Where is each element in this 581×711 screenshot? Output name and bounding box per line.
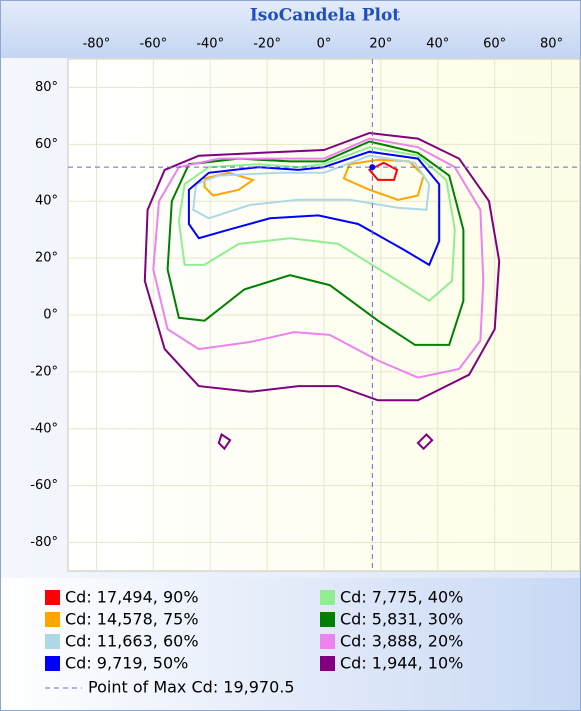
x-tick-label: -60° [139, 37, 167, 52]
header [0, 0, 581, 58]
x-tick-label: 60° [483, 37, 506, 52]
legend-label: Cd: 9,719, 50% [65, 654, 188, 673]
legend-label: Cd: 17,494, 90% [65, 588, 199, 607]
legend-label: Cd: 11,663, 60% [65, 632, 199, 651]
contour-line [203, 158, 425, 201]
x-tick-label: -40° [196, 37, 224, 52]
legend-max-label: Point of Max Cd: 19,970.5 [88, 678, 295, 697]
legend-swatch [320, 590, 335, 605]
y-tick-label: 80° [35, 80, 58, 95]
legend-label: Cd: 1,944, 10% [340, 654, 463, 673]
contour-line [177, 146, 456, 303]
legend-swatch [45, 634, 60, 649]
legend-swatch [320, 656, 335, 671]
legend-background [0, 578, 581, 711]
x-tick-label: -20° [253, 37, 281, 52]
legend-swatch [45, 612, 60, 627]
y-tick-label: 40° [35, 194, 58, 209]
contour-line [143, 131, 501, 451]
y-tick-label: -80° [30, 535, 58, 550]
legend-swatch [320, 612, 335, 627]
y-tick-label: 60° [35, 137, 58, 152]
max-point [369, 164, 376, 171]
y-tick-label: -60° [30, 478, 58, 493]
legend-label: Cd: 5,831, 30% [340, 610, 463, 629]
x-tick-label: 40° [426, 37, 449, 52]
x-tick-label: 80° [540, 37, 563, 52]
contour-line [192, 154, 431, 220]
y-tick-label: 0° [43, 308, 58, 323]
contour-line [187, 150, 441, 267]
legend-swatch [45, 590, 60, 605]
x-tick-label: -80° [83, 37, 111, 52]
y-tick-label: -20° [30, 364, 58, 379]
legend-swatch [45, 656, 60, 671]
legend-label: Cd: 3,888, 20% [340, 632, 463, 651]
y-tick-label: -40° [30, 421, 58, 436]
legend-label: Cd: 14,578, 75% [65, 610, 199, 629]
x-tick-label: 20° [369, 37, 392, 52]
legend-swatch [320, 634, 335, 649]
contour-line [367, 161, 399, 181]
chart-title: IsoCandela Plot [250, 6, 400, 26]
contour-line [152, 137, 485, 379]
legend-label: Cd: 7,775, 40% [340, 588, 463, 607]
contour-line [166, 140, 465, 346]
y-tick-label: 20° [35, 251, 58, 266]
x-tick-label: 0° [317, 37, 332, 52]
